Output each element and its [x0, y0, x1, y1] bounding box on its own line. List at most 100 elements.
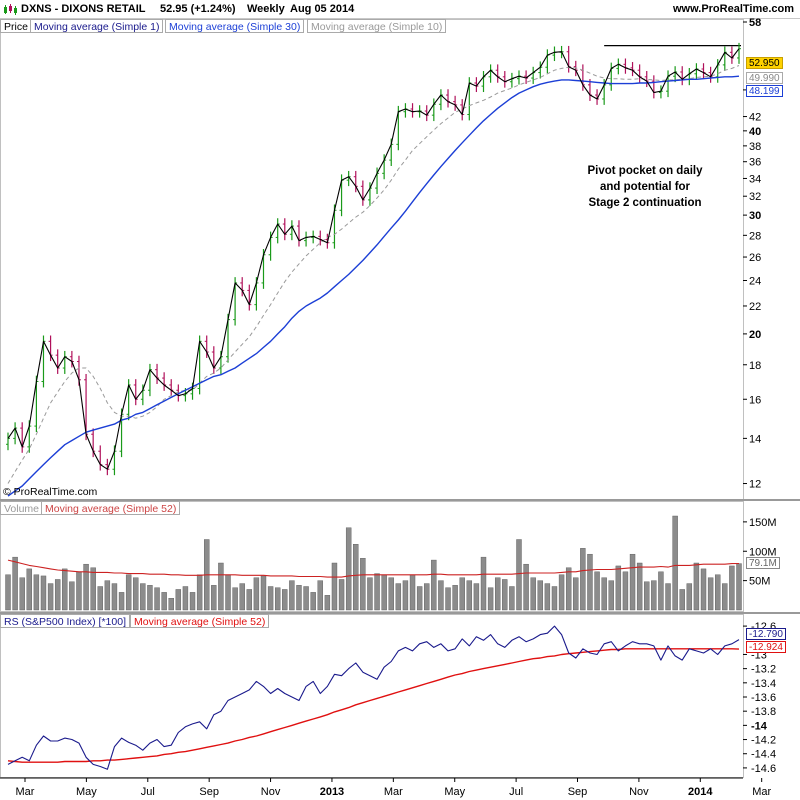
volume-bar: [715, 574, 721, 611]
volume-bar: [587, 553, 593, 611]
time-tick-label: Jul: [509, 786, 523, 798]
volume-bar: [615, 565, 622, 611]
volume-tag: 79.1M: [746, 557, 780, 569]
volume-legend[interactable]: Volume: [0, 501, 44, 515]
volume-bar: [431, 559, 437, 611]
volume-bar: [140, 583, 146, 611]
time-axis: Mar May Jul Sep Nov 2013 Mar May Jul Sep Nov 2014 Ma…: [0, 777, 771, 798]
volume-bar: [644, 581, 650, 611]
volume-bar: [211, 585, 217, 611]
volume-bar: [90, 567, 96, 611]
volume-bar: [494, 577, 501, 611]
volume-bar: [516, 539, 522, 611]
volume-axis: 150M 100M 50M: [743, 517, 777, 588]
volume-bar: [47, 583, 54, 611]
ma10-line: [7, 65, 740, 484]
volume-bar: [665, 583, 671, 611]
volume-bar: [537, 580, 543, 611]
volume-bar: [83, 563, 89, 611]
period-label: Weekly: [247, 3, 285, 15]
ma1-legend[interactable]: Moving average (Simple 1): [30, 19, 164, 33]
volume-bar: [324, 595, 331, 611]
volume-bar: [551, 586, 558, 611]
price-tick-label: 42: [749, 112, 761, 124]
volume-ma-line: [7, 559, 740, 578]
time-tick-label: Mar: [16, 786, 35, 798]
rs-tag: -12.790: [746, 628, 786, 640]
volume-bar: [147, 585, 153, 611]
volume-bar: [310, 592, 316, 611]
volume-bar: [374, 573, 380, 611]
volume-bar: [274, 587, 281, 611]
site-link[interactable]: www.ProRealTime.com: [673, 3, 795, 15]
time-tick-label: Sep: [199, 786, 219, 798]
volume-bar: [459, 577, 465, 611]
price-tick-label: 12: [749, 479, 761, 491]
volume-bar: [608, 580, 614, 611]
volume-bar: [175, 589, 182, 611]
volume-bar: [722, 583, 728, 611]
ma10-tag: 49.990: [746, 72, 783, 84]
volume-bar: [424, 583, 430, 611]
volume-bar: [69, 581, 75, 611]
volume-bar: [395, 583, 402, 611]
volume-bar: [232, 587, 238, 611]
volume-bar: [679, 589, 685, 611]
volume-bar: [565, 567, 572, 611]
volume-bar: [33, 574, 40, 611]
volume-bar: [416, 586, 423, 611]
volume-bar: [651, 580, 657, 611]
rs-tick-label: -14: [751, 720, 768, 732]
volume-bar: [707, 577, 714, 611]
quote-value: 52.95 (+1.24%): [160, 3, 236, 15]
volume-bar: [729, 565, 735, 611]
ma10-legend[interactable]: Moving average (Simple 10): [307, 19, 447, 33]
price-legend[interactable]: Price: [0, 19, 32, 33]
volume-bar: [409, 574, 416, 611]
volume-bar: [360, 558, 366, 611]
volume-bar: [573, 577, 579, 611]
volume-bar: [693, 562, 700, 611]
time-tick-label: May: [444, 786, 465, 798]
volume-bar: [111, 583, 118, 611]
last-price-tag: 52.950: [746, 57, 783, 69]
volume-bar: [353, 544, 359, 611]
volume-bar: [658, 571, 664, 611]
volume-bar: [544, 583, 551, 611]
volume-bar: [154, 587, 160, 611]
rs-tick-label: -13.6: [751, 692, 776, 704]
volume-bar: [19, 577, 25, 611]
volume-bar: [225, 574, 231, 611]
volume-bar: [296, 585, 302, 611]
price-tick-label: 26: [749, 252, 761, 264]
volume-bar: [76, 571, 82, 611]
price-tick-label: 34: [749, 173, 761, 185]
price-tick-label: 38: [749, 141, 761, 153]
volume-bar: [189, 592, 196, 611]
ma30-line: [7, 75, 740, 497]
volume-bar: [161, 592, 167, 611]
volume-bar: [558, 574, 565, 611]
volume-tick-label: 100M: [749, 546, 777, 558]
volume-bar: [331, 562, 338, 611]
price-tick-label: 58: [749, 17, 761, 29]
vol-ma-legend[interactable]: Moving average (Simple 52): [41, 501, 181, 515]
volume-bar: [636, 562, 643, 611]
volume-bar: [239, 583, 245, 611]
rs-tick-label: -14.6: [751, 763, 776, 775]
volume-bar: [686, 583, 693, 611]
ma30-legend[interactable]: Moving average (Simple 30): [165, 19, 305, 33]
rs-legend[interactable]: RS (S&P500 Index) [*100]: [0, 614, 130, 628]
volume-tick-label: 150M: [749, 517, 777, 529]
price-tick-label: 14: [749, 433, 761, 445]
volume-bar: [267, 586, 274, 611]
volume-bar: [452, 585, 458, 611]
volume-bar: [502, 579, 508, 611]
volume-bar: [133, 577, 139, 611]
volume-bars: [5, 515, 742, 611]
volume-bar: [289, 580, 295, 611]
rs-tick-label: -14.4: [751, 749, 776, 761]
time-tick-label: Nov: [261, 786, 281, 798]
rs-ma-legend[interactable]: Moving average (Simple 52): [130, 614, 270, 628]
volume-bar: [253, 577, 260, 611]
